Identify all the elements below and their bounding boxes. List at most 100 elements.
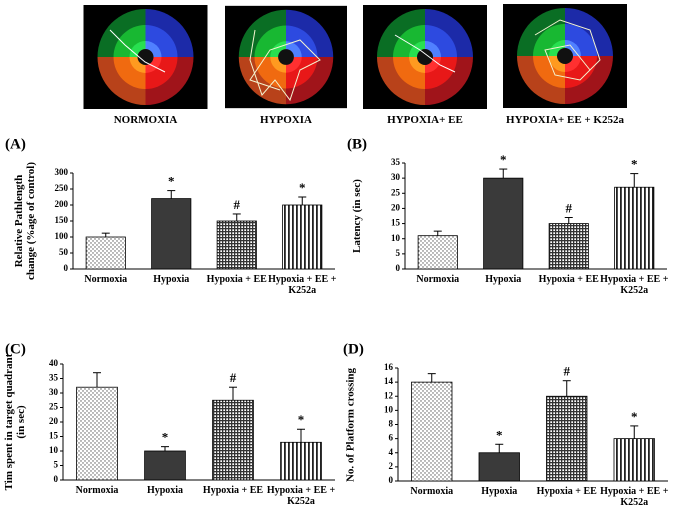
y-tick-label: 15: [49, 431, 59, 441]
x-tick-label: Hypoxia + EE: [536, 486, 597, 497]
bar: [151, 198, 192, 270]
y-tick-label: 5: [396, 248, 401, 258]
significance-mark: *: [496, 427, 503, 442]
track-image: [503, 4, 627, 108]
x-tick-label: Hypoxia: [485, 274, 522, 285]
significance-mark: *: [500, 152, 507, 167]
y-tick-label: 14: [384, 376, 394, 386]
y-tick-label: 16: [384, 362, 394, 372]
bar: [548, 223, 589, 270]
panel-label: (D): [343, 341, 364, 357]
bar: [282, 204, 323, 270]
y-axis-label: Latency (in sec): [351, 179, 363, 253]
y-tick-label: 20: [49, 416, 59, 426]
image-caption: NORMOXIA: [113, 114, 178, 126]
x-tick-label: Hypoxia: [481, 486, 518, 497]
bar: [614, 186, 655, 270]
significance-mark: *: [631, 409, 638, 424]
x-tick-label: Hypoxia + EE: [202, 485, 264, 496]
track-path: [394, 34, 456, 73]
bar: [546, 395, 588, 482]
x-tick-label: Hypoxia + EE + K252a: [600, 274, 669, 296]
y-tick-label: 0: [389, 475, 394, 485]
bar: [144, 450, 186, 481]
image-caption: HYPOXIA: [260, 114, 312, 126]
bar: [417, 235, 458, 270]
y-tick-label: 25: [49, 402, 59, 412]
x-tick-label: Hypoxia: [146, 485, 184, 496]
panel-label: (C): [5, 341, 26, 357]
track-image: [83, 5, 208, 109]
x-tick-label: Hypoxia + EE: [206, 274, 267, 285]
image-caption: HYPOXIA+ EE: [387, 114, 463, 126]
significance-mark: #: [566, 200, 573, 215]
significance-mark: *: [299, 180, 306, 195]
y-tick-label: 35: [49, 373, 59, 383]
x-tick-label: Hypoxia + EE: [538, 274, 599, 285]
bar: [85, 236, 126, 270]
y-tick-label: 35: [391, 157, 401, 167]
x-tick-label: Hypoxia + EE + K252a: [268, 274, 337, 296]
significance-mark: #: [234, 197, 241, 212]
y-tick-label: 300: [55, 167, 69, 177]
y-tick-label: 0: [396, 263, 401, 273]
bar: [216, 220, 257, 270]
y-tick-label: 40: [49, 358, 59, 368]
significance-mark: *: [162, 430, 169, 445]
y-tick-label: 10: [49, 445, 59, 455]
significance-mark: #: [564, 364, 571, 379]
y-tick-label: 12: [384, 390, 394, 400]
track-images: [83, 4, 627, 109]
panel-label: (B): [347, 136, 367, 152]
y-tick-label: 4: [389, 447, 394, 457]
y-tick-label: 25: [391, 187, 401, 197]
bar: [280, 441, 322, 481]
x-tick-label: Hypoxia + EE + K252a: [266, 485, 336, 507]
track-path: [109, 29, 166, 73]
y-tick-label: 250: [55, 183, 69, 193]
y-tick-label: 30: [391, 172, 401, 182]
bar: [76, 386, 118, 481]
y-tick-label: 30: [49, 387, 59, 397]
x-tick-label: Hypoxia + EE + K252a: [600, 486, 669, 508]
y-tick-label: 100: [55, 231, 69, 241]
significance-mark: *: [298, 412, 305, 427]
y-tick-label: 6: [389, 433, 394, 443]
y-tick-label: 10: [391, 233, 401, 243]
track-path: [534, 19, 601, 81]
panel-label: (A): [5, 136, 26, 152]
track-image: [225, 5, 347, 109]
track-image: [363, 5, 487, 109]
track-path: [249, 29, 321, 102]
bar: [613, 438, 655, 482]
x-tick-label: Normoxia: [84, 274, 128, 285]
y-tick-label: 5: [54, 460, 59, 470]
y-tick-label: 20: [391, 202, 401, 212]
x-tick-label: Normoxia: [416, 274, 460, 285]
bar: [411, 381, 453, 482]
y-tick-label: 15: [391, 218, 401, 228]
x-tick-label: Normoxia: [410, 486, 454, 497]
y-tick-label: 10: [384, 404, 394, 414]
y-axis-label: Relative Pathlength change (%age of cont…: [13, 161, 37, 281]
y-tick-label: 150: [55, 215, 69, 225]
significance-mark: #: [230, 370, 237, 385]
y-axis-label: No. of Platform crossing: [344, 367, 356, 482]
y-tick-label: 0: [54, 474, 59, 484]
significance-mark: *: [631, 157, 638, 172]
y-tick-label: 2: [389, 461, 394, 471]
bar: [212, 399, 254, 481]
y-tick-label: 50: [59, 247, 69, 257]
image-caption: HYPOXIA+ EE + K252a: [506, 114, 624, 126]
y-tick-label: 0: [64, 263, 69, 273]
x-tick-label: Normoxia: [75, 485, 119, 496]
y-tick-label: 200: [55, 199, 69, 209]
y-axis-label: Tim spent in target quadrant (in sec): [3, 353, 27, 491]
y-tick-label: 8: [389, 419, 394, 429]
bar: [478, 452, 520, 482]
bar: [483, 177, 524, 270]
x-tick-label: Hypoxia: [153, 274, 190, 285]
significance-mark: *: [168, 174, 175, 189]
